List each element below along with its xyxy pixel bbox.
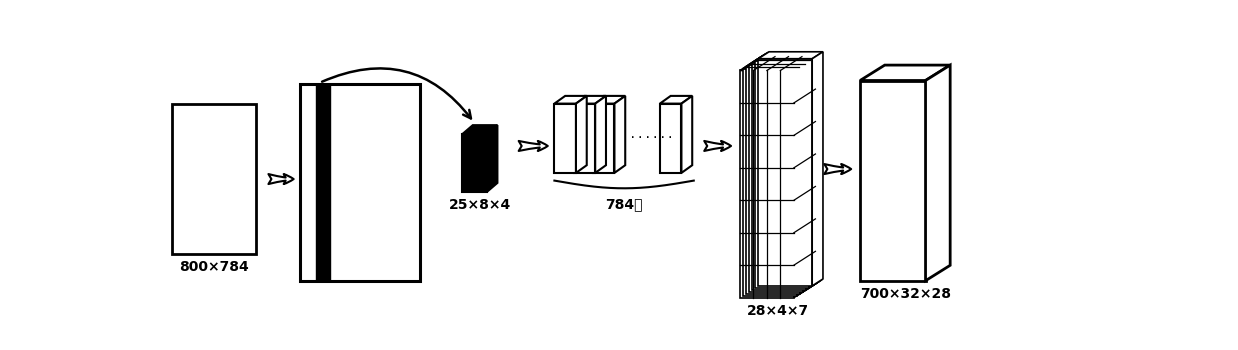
Polygon shape: [759, 52, 823, 59]
Text: 784个: 784个: [605, 197, 643, 211]
Polygon shape: [316, 84, 329, 281]
Polygon shape: [743, 56, 817, 69]
Polygon shape: [800, 55, 818, 294]
Polygon shape: [806, 54, 821, 290]
Polygon shape: [573, 96, 605, 104]
Text: 28×4×7: 28×4×7: [747, 304, 808, 318]
Polygon shape: [753, 63, 806, 290]
Polygon shape: [595, 96, 605, 173]
Polygon shape: [755, 52, 822, 61]
Polygon shape: [660, 96, 692, 104]
Polygon shape: [743, 69, 797, 296]
Polygon shape: [593, 104, 614, 173]
FancyArrowPatch shape: [322, 68, 470, 118]
Polygon shape: [681, 96, 692, 173]
Text: ......: ......: [629, 128, 673, 141]
Polygon shape: [797, 56, 817, 296]
Polygon shape: [860, 80, 926, 281]
Polygon shape: [462, 125, 498, 134]
Polygon shape: [747, 55, 818, 66]
Polygon shape: [593, 96, 625, 104]
Polygon shape: [462, 134, 487, 192]
Polygon shape: [749, 65, 803, 292]
Polygon shape: [812, 52, 823, 286]
Polygon shape: [301, 84, 420, 281]
Polygon shape: [740, 57, 816, 70]
Polygon shape: [573, 104, 595, 173]
Polygon shape: [614, 96, 625, 173]
Polygon shape: [803, 54, 820, 292]
Text: 700×32×28: 700×32×28: [859, 287, 951, 301]
Polygon shape: [753, 54, 821, 63]
Text: 800×784: 800×784: [180, 260, 249, 274]
Text: 25×8×4: 25×8×4: [448, 198, 511, 212]
Polygon shape: [759, 59, 812, 286]
Polygon shape: [794, 57, 816, 298]
Polygon shape: [749, 54, 820, 65]
Polygon shape: [747, 66, 800, 294]
Polygon shape: [755, 61, 810, 288]
Polygon shape: [926, 65, 951, 281]
Polygon shape: [660, 104, 681, 173]
Polygon shape: [555, 104, 576, 173]
Polygon shape: [172, 104, 256, 254]
Polygon shape: [487, 125, 498, 192]
Polygon shape: [810, 52, 822, 288]
Polygon shape: [740, 70, 794, 298]
Polygon shape: [576, 96, 587, 173]
Polygon shape: [860, 65, 951, 80]
Polygon shape: [555, 96, 587, 104]
